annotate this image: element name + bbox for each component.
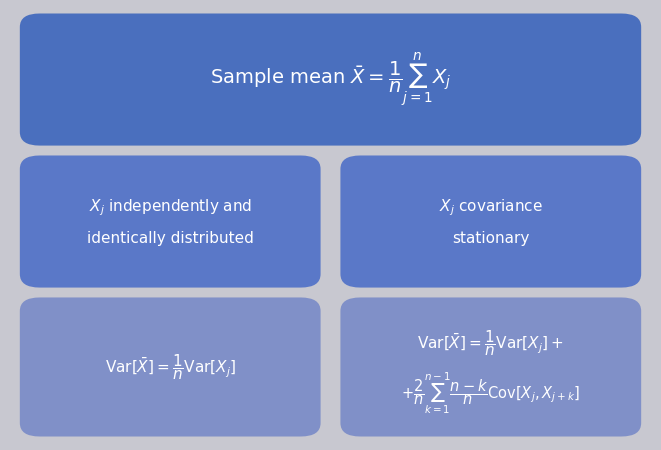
Text: $\mathrm{Var}[\bar{X}] = \dfrac{1}{n}\mathrm{Var}[X_j] +$: $\mathrm{Var}[\bar{X}] = \dfrac{1}{n}\ma… xyxy=(418,328,564,359)
Text: $\mathrm{Var}[\bar{X}] = \dfrac{1}{n}\mathrm{Var}[X_j]$: $\mathrm{Var}[\bar{X}] = \dfrac{1}{n}\ma… xyxy=(104,352,236,382)
Text: stationary: stationary xyxy=(452,231,529,246)
FancyBboxPatch shape xyxy=(20,156,321,288)
FancyBboxPatch shape xyxy=(340,297,641,436)
FancyBboxPatch shape xyxy=(340,156,641,288)
Text: identically distributed: identically distributed xyxy=(87,231,254,246)
FancyBboxPatch shape xyxy=(20,14,641,146)
Text: Sample mean $\bar{X} = \dfrac{1}{n}\sum_{j=1}^{n} X_j$: Sample mean $\bar{X} = \dfrac{1}{n}\sum_… xyxy=(210,50,451,109)
Text: $+ \dfrac{2}{n}\sum_{k=1}^{n-1}\dfrac{n-k}{n}\mathrm{Cov}[X_j, X_{j+k}]$: $+ \dfrac{2}{n}\sum_{k=1}^{n-1}\dfrac{n-… xyxy=(401,370,580,416)
Text: $X_j$ independently and: $X_j$ independently and xyxy=(89,198,252,218)
Text: $X_j$ covariance: $X_j$ covariance xyxy=(439,198,543,218)
FancyBboxPatch shape xyxy=(20,297,321,436)
